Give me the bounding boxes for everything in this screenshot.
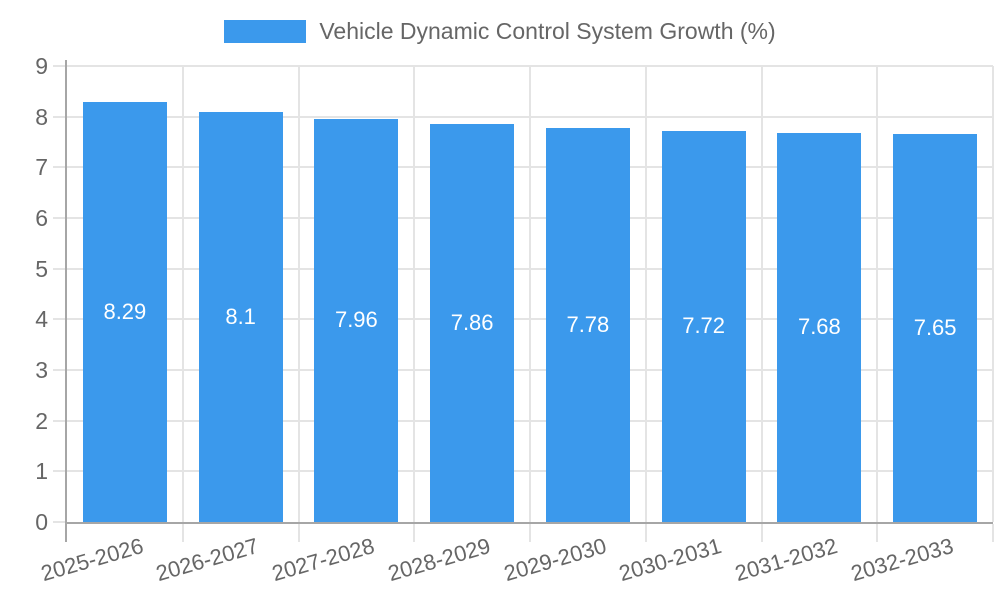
bar-value-label: 7.86	[450, 309, 494, 335]
gridline-h	[67, 65, 993, 67]
y-axis-line	[65, 60, 67, 524]
y-tick-mark	[53, 521, 67, 523]
x-tick-mark	[644, 524, 647, 542]
y-tick-mark	[53, 65, 67, 67]
bar-value-label: 7.68	[797, 314, 841, 340]
y-tick-mark	[53, 166, 67, 169]
x-tick-mark	[529, 524, 531, 542]
x-tick-mark	[181, 524, 184, 542]
x-tick-label: 2032-2033	[847, 533, 957, 587]
x-tick-label: 2027-2028	[269, 533, 378, 587]
x-tick-mark	[992, 524, 994, 542]
bar[interactable]: 8.1	[198, 111, 283, 522]
bar[interactable]: 7.68	[777, 132, 862, 522]
y-tick-label: 1	[35, 458, 48, 485]
y-tick-label: 8	[35, 103, 48, 130]
y-tick-mark	[53, 419, 67, 422]
x-tick-label: 2025-2026	[37, 533, 146, 587]
gridline-v	[181, 66, 184, 522]
legend: Vehicle Dynamic Control System Growth (%…	[0, 18, 1000, 45]
gridline-v	[992, 66, 994, 522]
x-tick-mark	[297, 524, 300, 542]
bar-value-label: 7.72	[682, 313, 726, 339]
x-tick-mark	[65, 524, 67, 542]
x-tick-label: 2028-2029	[384, 533, 494, 587]
bar[interactable]: 7.96	[314, 118, 399, 522]
y-tick-label: 6	[35, 205, 48, 231]
bar[interactable]: 7.65	[893, 134, 978, 522]
gridline-v	[297, 66, 300, 522]
bar-value-label: 7.96	[334, 307, 378, 333]
x-tick-mark	[413, 524, 416, 542]
y-tick-label: 2	[35, 407, 48, 434]
bar[interactable]: 7.86	[430, 123, 515, 522]
bar-value-label: 8.1	[225, 303, 256, 329]
y-tick-mark	[53, 115, 67, 118]
y-tick-label: 5	[35, 255, 48, 282]
y-tick-label: 0	[35, 509, 48, 535]
gridline-v	[529, 66, 531, 522]
y-tick-label: 7	[35, 154, 48, 181]
y-tick-mark	[53, 267, 67, 270]
gridline-v	[760, 66, 763, 522]
y-tick-mark	[53, 318, 67, 321]
x-tick-label: 2031-2032	[732, 533, 841, 587]
gridline-v	[413, 66, 416, 522]
y-tick-mark	[53, 217, 67, 219]
y-tick-mark	[53, 470, 67, 473]
x-axis-line	[65, 522, 993, 524]
legend-item[interactable]: Vehicle Dynamic Control System Growth (%…	[224, 18, 776, 45]
bar[interactable]: 7.78	[545, 127, 630, 522]
x-tick-mark	[876, 524, 879, 542]
gridline-v	[644, 66, 647, 522]
bar-value-label: 7.65	[913, 315, 957, 341]
bar[interactable]: 8.29	[82, 101, 167, 522]
legend-item-label: Vehicle Dynamic Control System Growth (%…	[319, 18, 776, 44]
y-tick-label: 4	[35, 306, 48, 333]
bar[interactable]: 7.72	[661, 130, 746, 522]
legend-swatch	[224, 20, 307, 43]
bar-value-label: 7.78	[566, 311, 610, 337]
y-tick-label: 3	[35, 357, 48, 383]
y-tick-label: 9	[35, 53, 48, 79]
x-tick-label: 2026-2027	[153, 533, 262, 587]
x-tick-label: 2030-2031	[616, 533, 725, 587]
y-tick-mark	[53, 369, 67, 371]
x-tick-label: 2029-2030	[500, 533, 609, 587]
x-tick-mark	[760, 524, 763, 542]
bar-value-label: 8.29	[103, 298, 147, 324]
gridline-v	[876, 66, 879, 522]
